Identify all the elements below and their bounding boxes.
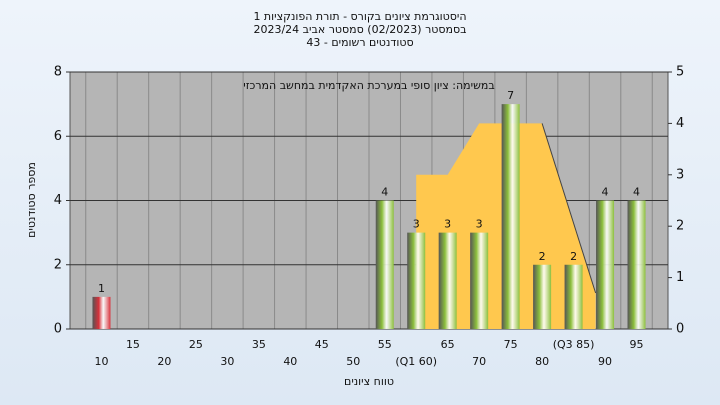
y-tick-label: 4 bbox=[54, 193, 62, 208]
bar bbox=[470, 232, 489, 329]
y2-tick-label: 5 bbox=[676, 65, 684, 80]
x-tick-label: 35 bbox=[252, 338, 266, 351]
y2-tick-label: 1 bbox=[676, 270, 684, 285]
data-label: 3 bbox=[444, 218, 451, 231]
x-tick-label: (Q1 60) bbox=[395, 355, 437, 368]
chart-subtitle: סטודנטים רשומים - 43 bbox=[306, 36, 413, 49]
y2-tick-label: 4 bbox=[676, 116, 684, 131]
bar bbox=[407, 232, 426, 329]
x-tick-label: 80 bbox=[535, 355, 549, 368]
data-label: 2 bbox=[570, 250, 577, 263]
data-label: 3 bbox=[413, 218, 420, 231]
data-label: 2 bbox=[539, 250, 546, 263]
bar bbox=[375, 200, 394, 329]
x-tick-label: 75 bbox=[504, 338, 518, 351]
data-label: 4 bbox=[633, 186, 640, 199]
x-tick-label: 50 bbox=[346, 355, 360, 368]
y-tick-label: 2 bbox=[54, 257, 62, 272]
x-tick-label: 65 bbox=[441, 338, 455, 351]
y-tick-label: 0 bbox=[54, 322, 62, 337]
data-label: 4 bbox=[602, 186, 609, 199]
bar bbox=[564, 264, 583, 329]
x-tick-label: 55 bbox=[378, 338, 392, 351]
bar bbox=[533, 264, 552, 329]
x-axis-label: טווח ציונים bbox=[344, 375, 394, 388]
chart-title: היסטוגרמת ציונים בקורס - תורת הפונקציות … bbox=[253, 10, 466, 23]
data-label: 1 bbox=[98, 282, 105, 295]
bar bbox=[596, 200, 615, 329]
x-tick-label: 90 bbox=[598, 355, 612, 368]
x-tick-label: 25 bbox=[189, 338, 203, 351]
y2-tick-label: 2 bbox=[676, 219, 684, 234]
x-tick-label: (Q3 85) bbox=[553, 338, 595, 351]
y-tick-label: 8 bbox=[54, 65, 62, 80]
x-tick-label: 95 bbox=[630, 338, 644, 351]
bar bbox=[438, 232, 457, 329]
y-tick-label: 6 bbox=[54, 129, 62, 144]
x-tick-label: 10 bbox=[94, 355, 108, 368]
bar bbox=[627, 200, 646, 329]
x-tick-label: 20 bbox=[157, 355, 171, 368]
chart-subtitle: בסמסטר (02/2023) סמסטר אביב 2023/24 bbox=[253, 23, 466, 36]
bar bbox=[92, 296, 111, 329]
y-axis-label: מספר סטודנטים bbox=[25, 162, 38, 238]
x-tick-label: 70 bbox=[472, 355, 486, 368]
data-label: 7 bbox=[507, 89, 514, 102]
bar bbox=[501, 104, 520, 329]
data-label: 3 bbox=[476, 218, 483, 231]
x-tick-label: 15 bbox=[126, 338, 140, 351]
x-tick-label: 30 bbox=[220, 355, 234, 368]
x-tick-label: 40 bbox=[283, 355, 297, 368]
y2-tick-label: 0 bbox=[676, 322, 684, 337]
area-edge bbox=[541, 123, 597, 294]
data-label: 4 bbox=[381, 186, 388, 199]
annotation: במשימה: ציון סופי במערכת האקדמית במחשב ה… bbox=[243, 79, 494, 92]
y2-tick-label: 3 bbox=[676, 167, 684, 182]
x-tick-label: 45 bbox=[315, 338, 329, 351]
